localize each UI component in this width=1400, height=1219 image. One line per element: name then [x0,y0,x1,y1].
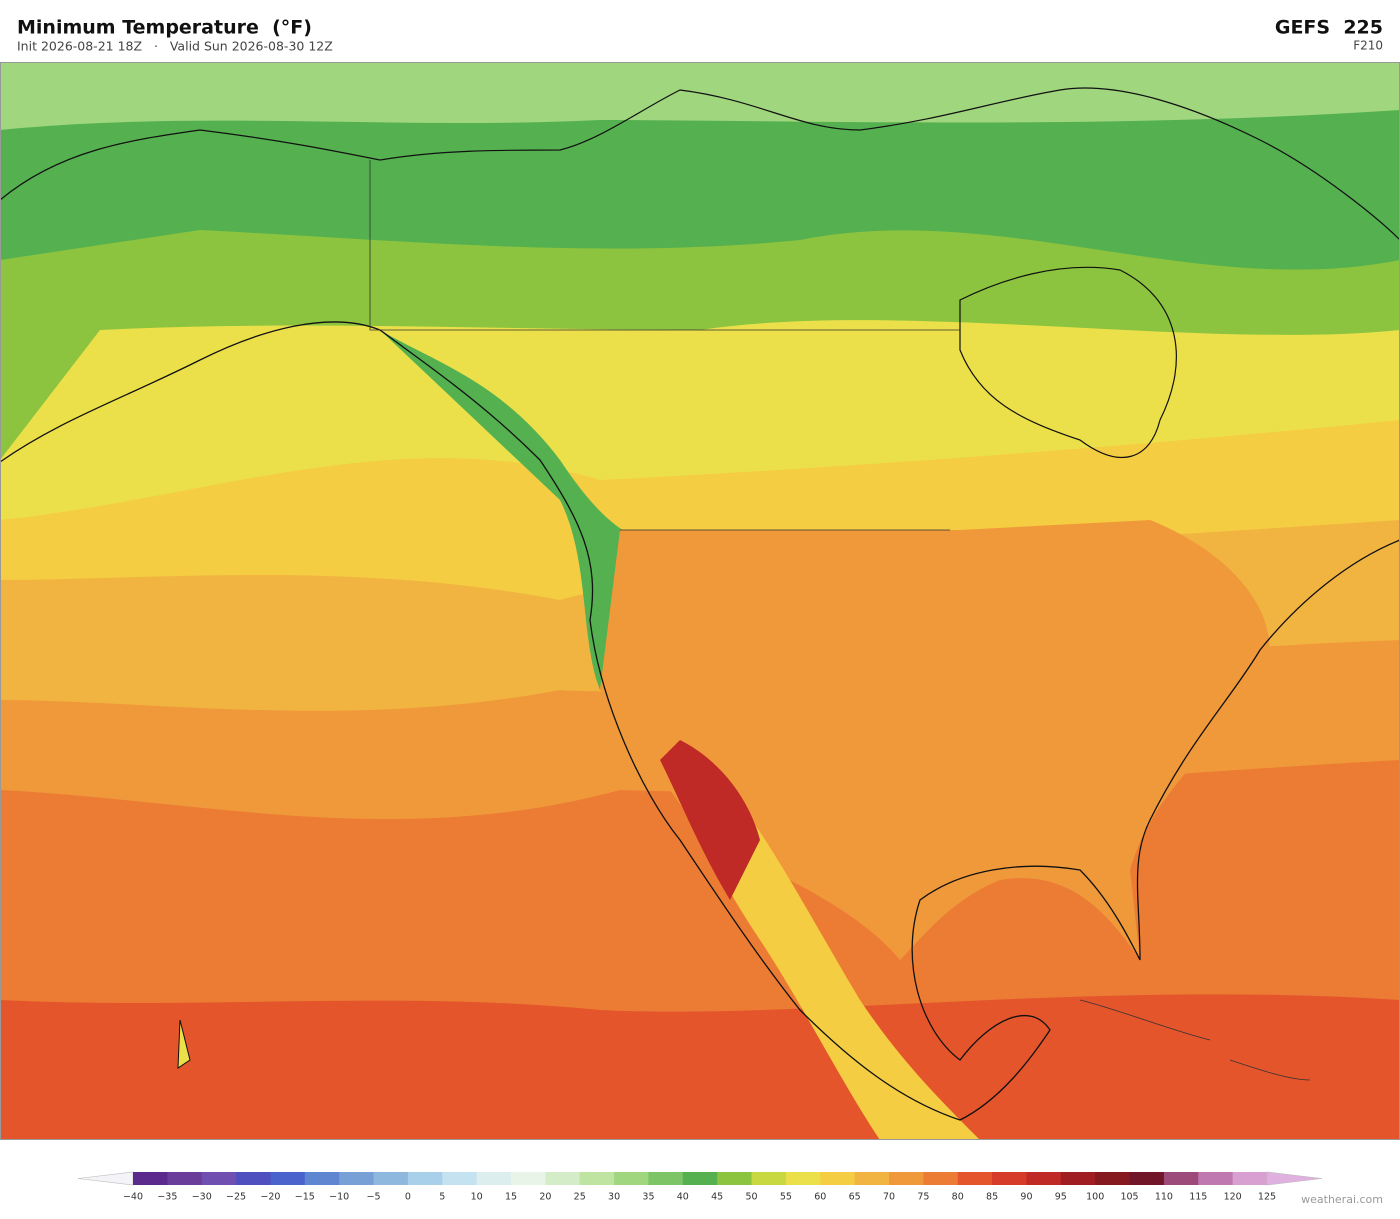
watermark: weatherai.com [1301,1193,1383,1206]
colorbar-tick-label: 5 [439,1192,445,1203]
colorbar-segment [854,1172,890,1185]
land-band [0,62,1400,130]
colorbar-tick-label: 55 [780,1192,792,1203]
colorbar-segment [957,1172,993,1185]
colorbar-segment [751,1172,787,1185]
colorbar-tick-label: 15 [505,1192,517,1203]
colorbar-segment [511,1172,546,1185]
colorbar-tick-label: 80 [952,1192,964,1203]
island [177,1019,191,1069]
colorbar-segment [373,1172,409,1185]
colorbar-low [77,1171,134,1186]
colorbar-tick-label: 85 [986,1192,998,1203]
colorbar-tick-label: 25 [574,1192,586,1203]
colorbar-tick-label: 125 [1258,1192,1276,1203]
colorbar-segment [992,1172,1027,1185]
colorbar-tick-label: −5 [367,1192,381,1203]
coastline [0,321,1400,1121]
map [0,62,1400,1140]
colorbar-tick-label: 100 [1086,1192,1104,1203]
colorbar-segment [545,1172,581,1185]
colorbar-segment [923,1172,959,1185]
colorbar-tick-label: 50 [745,1192,757,1203]
colorbar-segment [1198,1172,1234,1185]
colorbar-segment [1232,1172,1268,1185]
colorbar-tick-label: 40 [677,1192,689,1203]
hot-region [660,740,760,900]
colorbar-segment [614,1172,649,1185]
colorbar-segment [476,1172,512,1185]
colorbar-segment [1060,1172,1096,1185]
model-name: GEFS 225 [1275,17,1383,39]
colorbar-segment [133,1172,168,1185]
colorbar-tick-label: −40 [123,1192,143,1203]
colorbar-tick-label: −20 [260,1192,280,1203]
colorbar-segment [407,1172,443,1185]
colorbar-tick-label: 95 [1055,1192,1067,1203]
colorbar-segment [201,1172,237,1185]
colorbar-tick-label: 45 [711,1192,723,1203]
title: Minimum Temperature (°F) [17,17,312,39]
colorbar-tick-label: 115 [1189,1192,1207,1203]
colorbar-tick-label: 20 [539,1192,551,1203]
colorbar-tick-label: 70 [883,1192,895,1203]
colorbar-tick-label: 105 [1120,1192,1138,1203]
colorbar-segment [717,1172,753,1185]
colorbar-segment [270,1172,306,1185]
colorbar-high [1266,1171,1323,1186]
colorbar-tick-label: −15 [295,1192,315,1203]
subtitle: Init 2026-08-21 18Z · Valid Sun 2026-08-… [17,39,333,54]
coastline [0,87,1400,241]
colorbar-segment [339,1172,375,1185]
colorbar-segment [820,1172,856,1185]
colorbar-segment [648,1172,684,1185]
coastline [959,266,1177,458]
colorbar-segment [785,1172,821,1185]
colorbar-segment [682,1172,718,1185]
colorbar-tick-label: 120 [1224,1192,1242,1203]
colorbar-segment [167,1172,203,1185]
border [369,160,1311,1081]
colorbar-tick-label: 10 [471,1192,483,1203]
colorbar-segment [236,1172,271,1185]
colorbar-segment [579,1172,615,1185]
colorbar-tick-label: −10 [329,1192,349,1203]
colorbar-tick-label: 110 [1155,1192,1173,1203]
plateau [680,760,980,1140]
colorbar-segment [1163,1172,1199,1185]
colorbar-tick-label: 65 [849,1192,861,1203]
colorbar-tick-label: 75 [917,1192,929,1203]
colorbar-tick-label: −35 [157,1192,177,1203]
colorbar: −40 −35 −30 −25 −20 −15 −10 −5 0 5 10 15 20 25 30 35 40 4… [77,1171,1323,1203]
colorbar-tick-label: −25 [226,1192,246,1203]
colorbar-segment [442,1172,478,1185]
colorbar-tick-label: 30 [608,1192,620,1203]
colorbar-segment [1026,1172,1062,1185]
colorbar-tick-label: 60 [814,1192,826,1203]
colorbar-segment [889,1172,924,1185]
forecast-hour: F210 [1353,39,1383,53]
colorbar-tick-label: 35 [642,1192,654,1203]
colorbar-segment [304,1172,340,1185]
colorbar-tick-label: 0 [405,1192,411,1203]
colorbar-tick-label: −30 [192,1192,212,1203]
colorbar-segment [1129,1172,1165,1185]
colorbar-tick-label: 90 [1020,1192,1032,1203]
colorbar-segment [1095,1172,1131,1185]
